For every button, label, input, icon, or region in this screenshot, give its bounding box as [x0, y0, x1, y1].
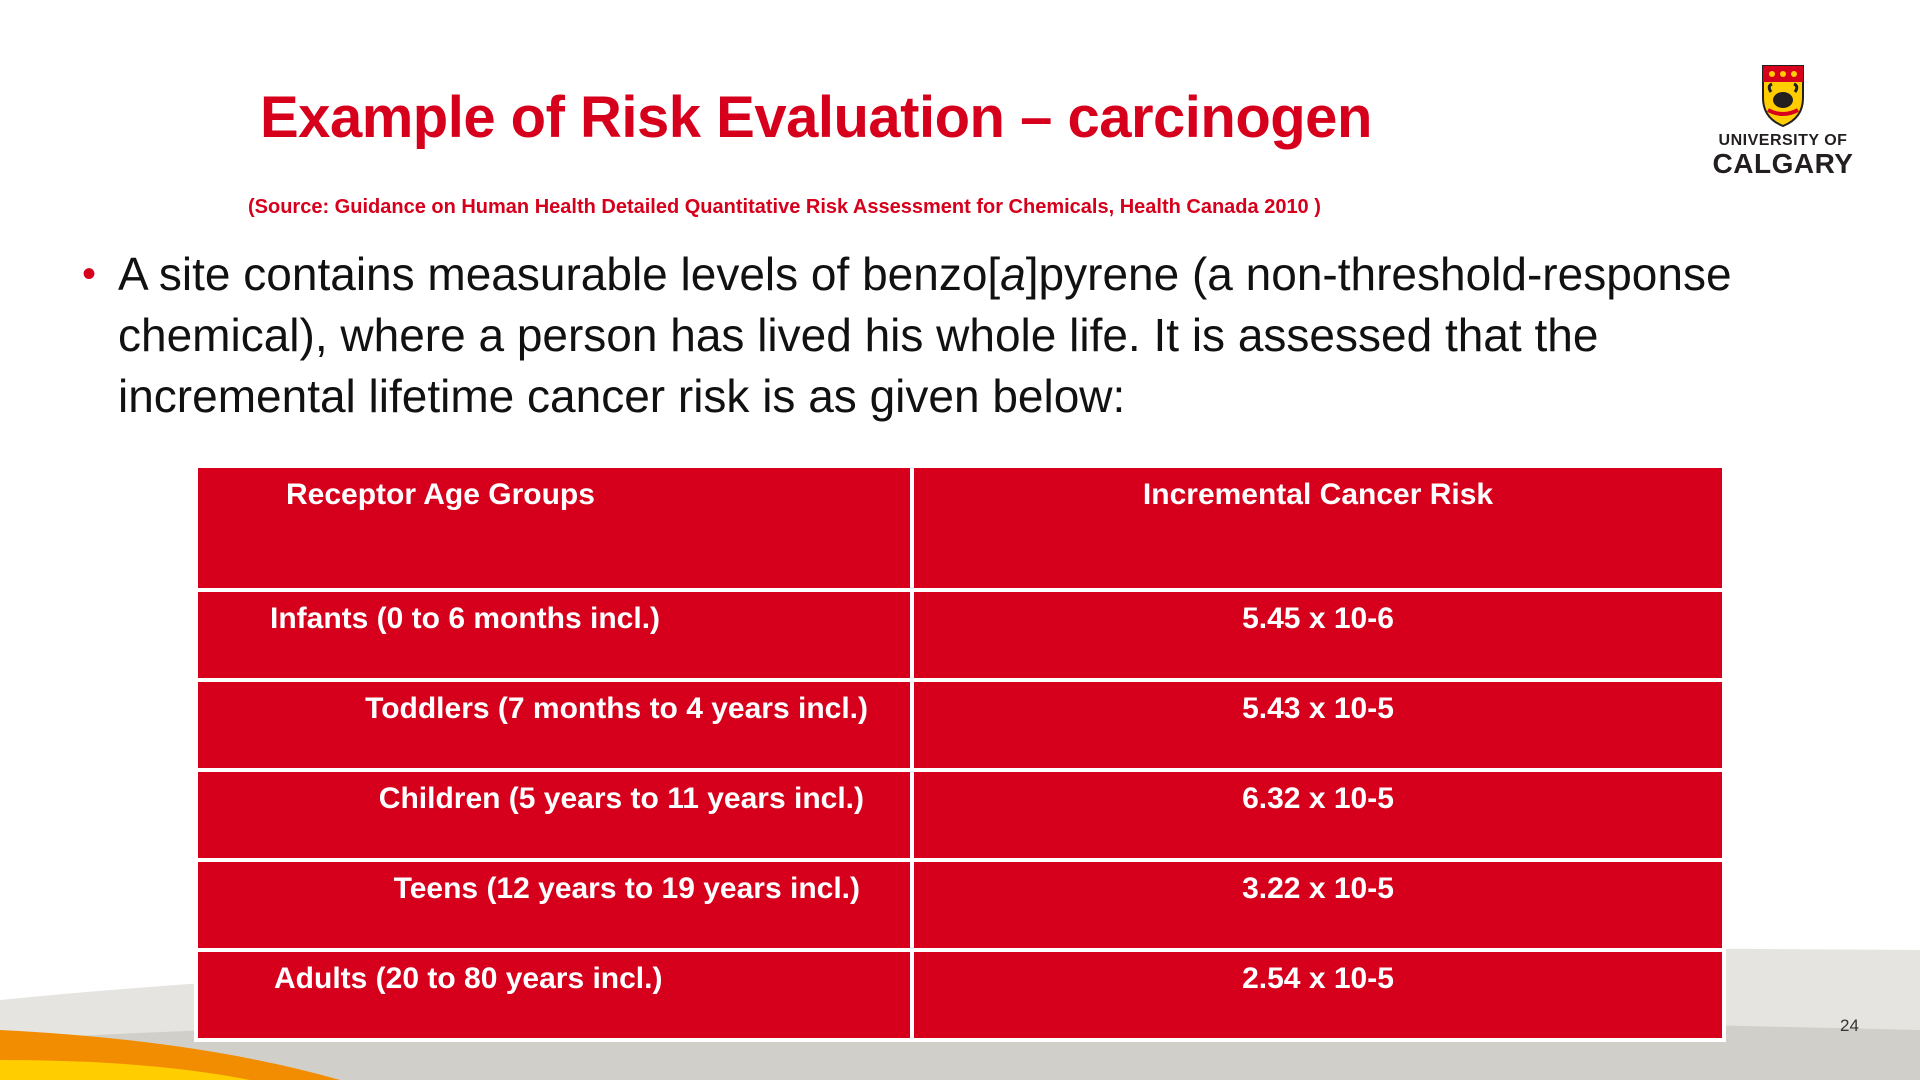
- table-cell: 3.22 x 10-5: [910, 858, 1726, 952]
- table-cell: 5.43 x 10-5: [910, 678, 1726, 772]
- table-row: Toddlers (7 months to 4 years incl.) 5.4…: [194, 678, 1726, 772]
- table-row: Teens (12 years to 19 years incl.) 3.22 …: [194, 858, 1726, 952]
- table-header-row: Receptor Age Groups Incremental Cancer R…: [194, 464, 1726, 592]
- bullet-paragraph: • A site contains measurable levels of b…: [82, 244, 1802, 427]
- table-row: Infants (0 to 6 months incl.) 5.45 x 10-…: [194, 588, 1726, 682]
- table-cell: Infants (0 to 6 months incl.): [194, 588, 914, 682]
- logo-text-line2: CALGARY: [1712, 148, 1854, 179]
- slide-title: Example of Risk Evaluation – carcinogen: [260, 85, 1372, 150]
- university-logo: UNIVERSITY OF CALGARY: [1708, 62, 1858, 182]
- page-number: 24: [1840, 1016, 1859, 1035]
- table-cell: 2.54 x 10-5: [910, 948, 1726, 1042]
- header-cancer-risk: Incremental Cancer Risk: [1142, 478, 1494, 511]
- age-group-label: Toddlers (7 months to 4 years incl.): [365, 692, 868, 725]
- bullet-text-start: A site contains measurable levels of ben…: [118, 248, 1001, 300]
- table-cell: 6.32 x 10-5: [910, 768, 1726, 862]
- age-group-label: Teens (12 years to 19 years incl.): [393, 872, 860, 905]
- logo-text-line1: UNIVERSITY OF: [1718, 132, 1848, 149]
- age-group-label: Infants (0 to 6 months incl.): [270, 602, 661, 635]
- table-cell: Teens (12 years to 19 years incl.): [194, 858, 914, 952]
- header-age-groups: Receptor Age Groups: [286, 478, 595, 511]
- table-header-cell: Incremental Cancer Risk: [910, 464, 1726, 592]
- table-row: Children (5 years to 11 years incl.) 6.3…: [194, 768, 1726, 862]
- source-citation: (Source: Guidance on Human Health Detail…: [248, 196, 1321, 218]
- bullet-text-italic: a: [1000, 248, 1026, 300]
- table-row: Adults (20 to 80 years incl.) 2.54 x 10-…: [194, 948, 1726, 1042]
- risk-value: 5.43 x 10-5: [1242, 692, 1394, 725]
- bullet-text: A site contains measurable levels of ben…: [118, 244, 1802, 427]
- risk-value: 2.54 x 10-5: [1242, 962, 1394, 995]
- table-cell: Toddlers (7 months to 4 years incl.): [194, 678, 914, 772]
- table-cell: 5.45 x 10-6: [910, 588, 1726, 682]
- risk-value: 6.32 x 10-5: [1242, 782, 1394, 815]
- table-cell: Adults (20 to 80 years incl.): [194, 948, 914, 1042]
- table-header-cell: Receptor Age Groups: [194, 464, 914, 592]
- university-crest-icon: [1762, 65, 1804, 128]
- bullet-text-end: ]pyrene (a non-threshold-response chemic…: [118, 248, 1732, 422]
- risk-value: 3.22 x 10-5: [1242, 872, 1394, 905]
- risk-value: 5.45 x 10-6: [1242, 602, 1394, 635]
- age-group-label: Adults (20 to 80 years incl.): [274, 962, 663, 995]
- risk-table: Receptor Age Groups Incremental Cancer R…: [194, 464, 1726, 1042]
- age-group-label: Children (5 years to 11 years incl.): [378, 782, 864, 815]
- bullet-marker: •: [82, 252, 97, 296]
- table-cell: Children (5 years to 11 years incl.): [194, 768, 914, 862]
